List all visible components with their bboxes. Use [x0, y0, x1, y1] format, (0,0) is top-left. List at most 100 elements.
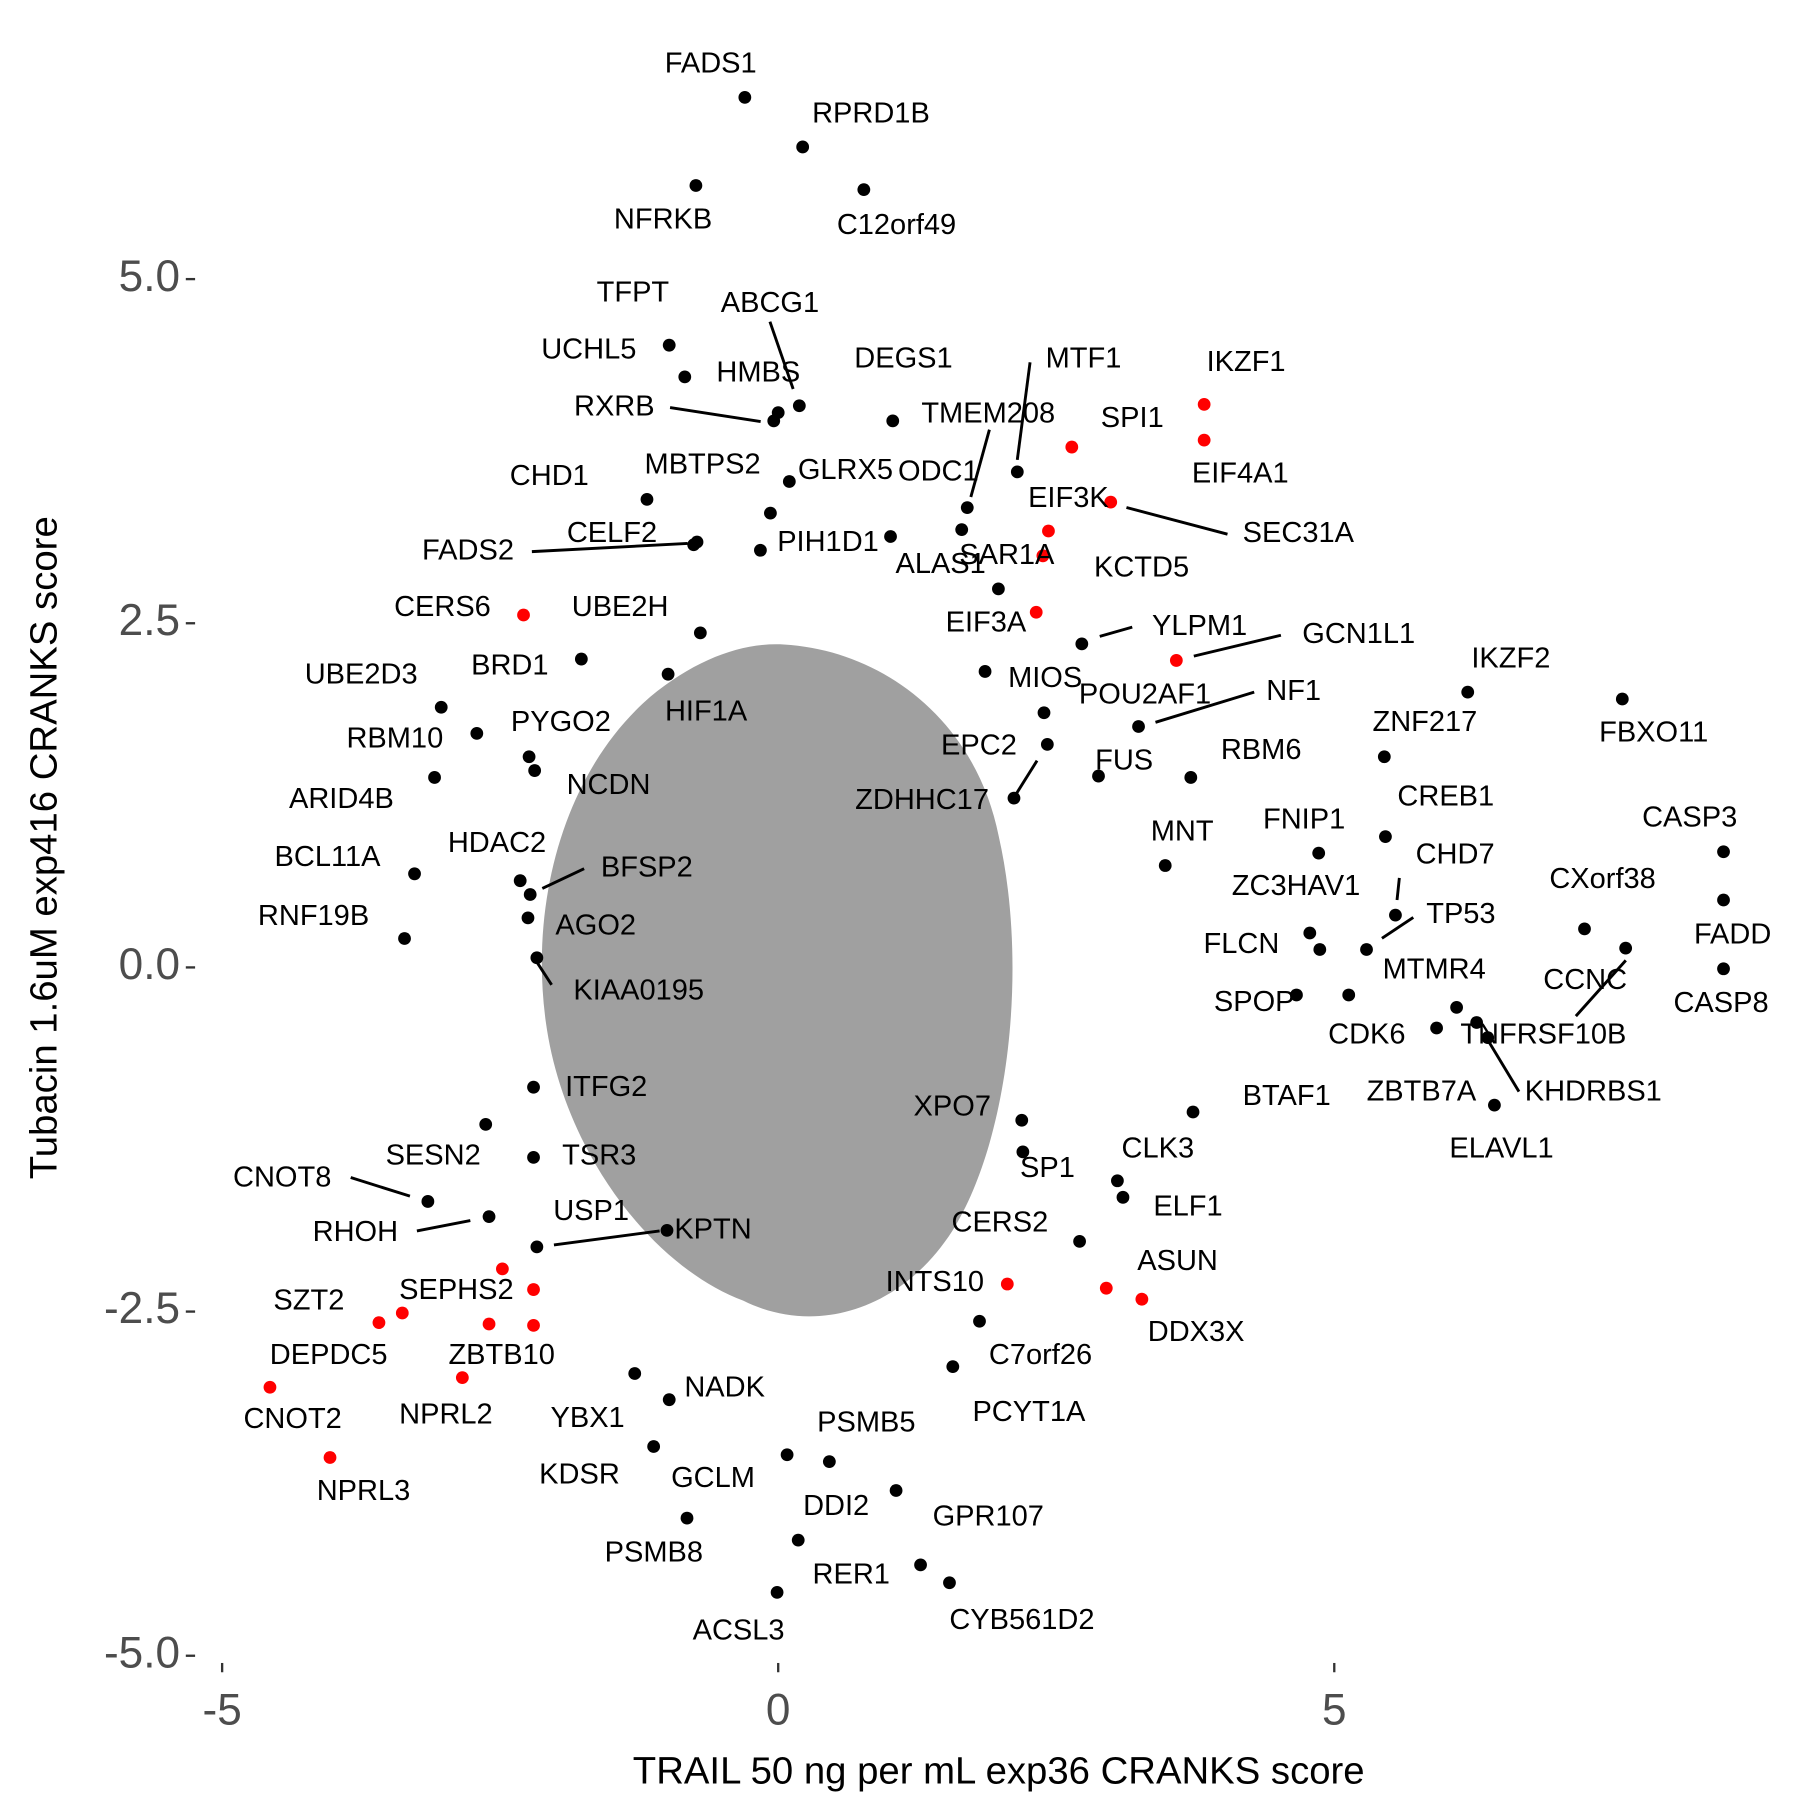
point-label: FADS1 — [665, 48, 757, 80]
point-label: ZNF217 — [1372, 706, 1477, 738]
point — [1312, 846, 1326, 860]
point-label: TNFRSF10B — [1460, 1019, 1626, 1051]
point-label: KHDRBS1 — [1525, 1075, 1662, 1107]
point — [395, 1306, 409, 1320]
point-label: DDI2 — [803, 1490, 869, 1522]
point-label: CLK3 — [1122, 1132, 1195, 1164]
point — [1000, 1277, 1014, 1291]
point — [914, 1558, 927, 1572]
point — [960, 501, 974, 515]
point — [1037, 706, 1051, 720]
point — [522, 750, 536, 764]
leader-line — [1395, 877, 1401, 901]
point-label: CHD1 — [510, 460, 589, 492]
point-label: CNOT2 — [243, 1403, 341, 1435]
point-label: ELAVL1 — [1449, 1132, 1553, 1164]
point — [263, 1380, 277, 1394]
point-label: EPC2 — [941, 729, 1017, 761]
point — [1099, 1281, 1113, 1295]
point — [1092, 769, 1105, 783]
point — [513, 874, 527, 888]
point — [764, 506, 777, 520]
point-label: GLRX5 — [798, 454, 893, 486]
point — [889, 1484, 903, 1497]
point-label: TP53 — [1426, 898, 1495, 930]
point-label: FLCN — [1204, 928, 1280, 960]
point-label: YBX1 — [551, 1402, 625, 1434]
point-label: SZT2 — [273, 1284, 344, 1316]
point-label: NADK — [684, 1372, 765, 1404]
point — [1036, 549, 1050, 563]
point — [1111, 1174, 1124, 1188]
point — [1042, 524, 1055, 538]
point — [527, 1151, 540, 1164]
point-label: AGO2 — [555, 909, 636, 941]
point-label: XPO7 — [914, 1091, 991, 1123]
y-axis-title: Tubacin 1.6uM exp416 CRANKS score — [23, 516, 66, 1179]
point-label: HIF1A — [665, 696, 748, 728]
point-label: SEPHS2 — [399, 1274, 514, 1306]
y-tick-label: 2.5 — [119, 596, 180, 645]
point — [1197, 433, 1211, 447]
point-label: CASP3 — [1642, 801, 1737, 833]
point — [886, 414, 900, 428]
point — [662, 1393, 676, 1407]
point — [1029, 605, 1043, 619]
point — [470, 727, 484, 740]
leader-line — [1015, 362, 1032, 461]
point-label: KDSR — [539, 1459, 620, 1491]
point-label: INTS10 — [886, 1266, 984, 1298]
y-tick-label: -2.5 — [104, 1284, 180, 1333]
point-label: BRD1 — [471, 649, 548, 681]
point — [680, 1511, 694, 1525]
point-label: TFPT — [597, 276, 670, 308]
point — [434, 700, 448, 714]
point — [796, 140, 810, 154]
point-label: CNOT8 — [233, 1161, 331, 1193]
point-label: CELF2 — [567, 517, 657, 549]
point — [978, 665, 992, 678]
point-label: PYGO2 — [511, 706, 611, 738]
leader-line — [669, 406, 761, 423]
point-cloud — [541, 644, 1013, 1317]
point-label: SP1 — [1020, 1152, 1075, 1184]
point — [372, 1316, 386, 1329]
point — [770, 1586, 784, 1599]
point — [1619, 941, 1633, 955]
point — [689, 179, 703, 192]
point — [1450, 1000, 1463, 1014]
point-label: DEGS1 — [854, 343, 952, 375]
point — [528, 764, 542, 777]
point-label: CYB561D2 — [949, 1604, 1094, 1636]
point — [955, 523, 969, 537]
point — [1360, 943, 1373, 956]
point-label: UBE2D3 — [305, 659, 418, 691]
point — [398, 932, 411, 945]
point — [1379, 830, 1392, 844]
point-label: SEC31A — [1243, 517, 1355, 549]
point — [1342, 988, 1356, 1002]
point — [517, 608, 530, 622]
point-label: CERS6 — [394, 591, 491, 623]
point-label: MTF1 — [1046, 343, 1122, 375]
point — [455, 1371, 469, 1385]
point — [574, 652, 588, 666]
point-label: CDK6 — [1328, 1019, 1405, 1051]
point — [628, 1367, 642, 1380]
point — [640, 492, 654, 506]
y-tick-label: 0.0 — [119, 940, 180, 989]
leader-line — [531, 542, 688, 554]
point-label: CXorf38 — [1549, 863, 1655, 895]
point-label: ACSL3 — [693, 1614, 785, 1646]
point-label: ZBTB7A — [1367, 1075, 1477, 1107]
point-label: MTMR4 — [1383, 954, 1486, 986]
point-label: KIAA0195 — [573, 974, 704, 1006]
point — [1470, 1016, 1484, 1029]
x-tick-label: -5 — [203, 1686, 242, 1735]
point-label: YLPM1 — [1152, 610, 1247, 642]
point-label: PSMB5 — [817, 1406, 915, 1438]
point-label: ARID4B — [289, 783, 394, 815]
leader-line — [350, 1176, 411, 1198]
point — [792, 399, 806, 413]
point-label: POU2AF1 — [1079, 678, 1211, 710]
